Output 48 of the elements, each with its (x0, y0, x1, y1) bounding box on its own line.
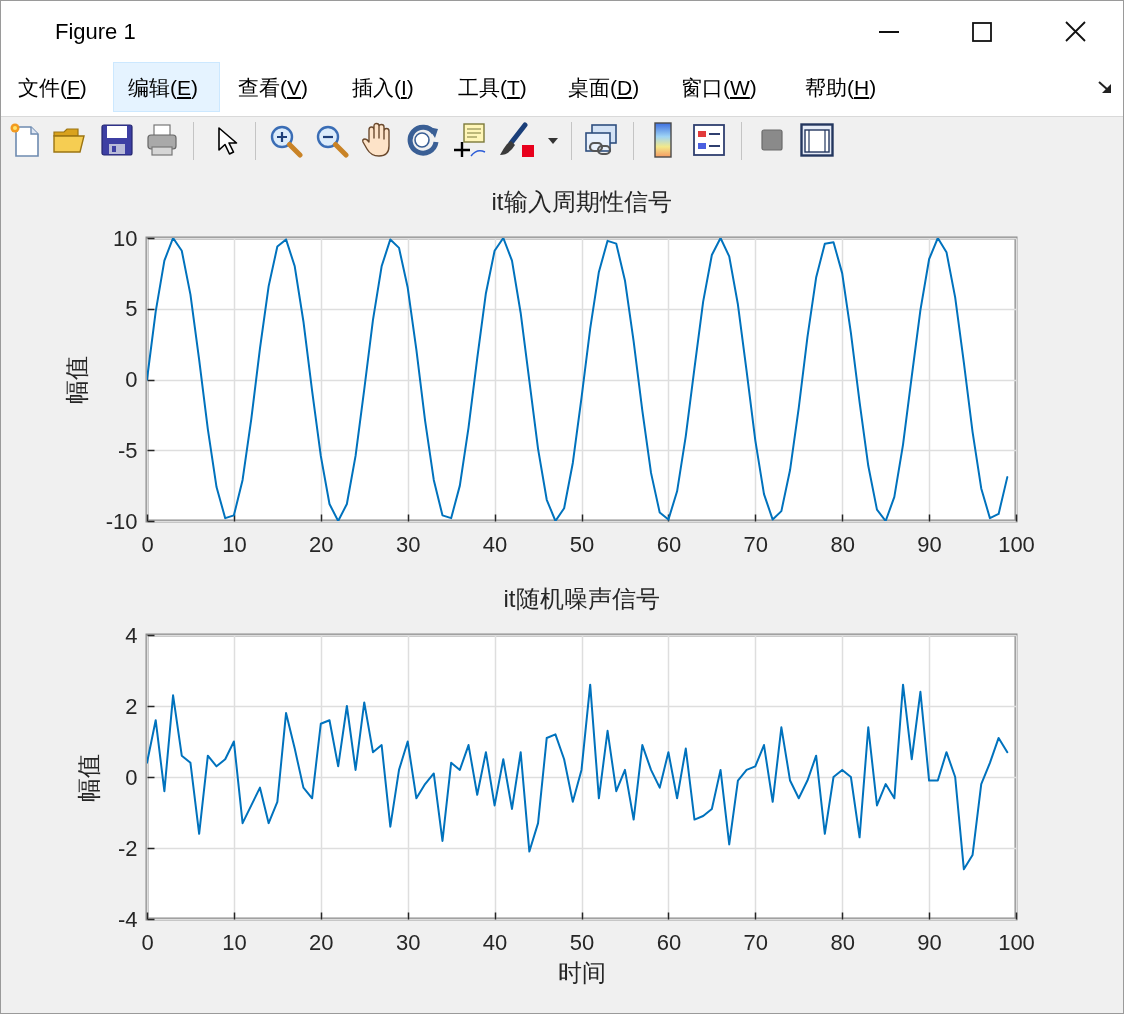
x-tick-label: 70 (743, 531, 769, 557)
x-tick-label: 10 (222, 531, 247, 557)
text: 桌面(D) (568, 76, 640, 100)
x-tick-label: 0 (141, 929, 154, 955)
x-axis-title: 时间 (558, 958, 606, 986)
x-tick-label: 50 (569, 929, 595, 955)
x-tick-label: 20 (309, 929, 334, 955)
x-tick-label: 20 (309, 531, 334, 557)
y-tick-label: 0 (125, 367, 138, 392)
text: 窗口(W) (681, 76, 757, 100)
chart-title: it输入周期性信号 (491, 188, 672, 215)
x-tick-label: 60 (656, 531, 682, 557)
y-tick-label: -10 (105, 508, 138, 534)
x-tick-label: 100 (998, 531, 1035, 557)
text: 查看(V) (238, 76, 309, 100)
y-tick-label: 4 (125, 622, 138, 648)
x-tick-label: 60 (656, 929, 682, 955)
x-tick-label: 0 (141, 531, 154, 557)
y-tick-label: 5 (125, 296, 138, 322)
y-axis-title: 幅值 (62, 356, 90, 404)
line-series (147, 238, 1009, 521)
text: 工具(T) (458, 76, 527, 100)
line-series (147, 683, 1009, 871)
text: 文件(F) (18, 76, 87, 100)
x-tick-label: 80 (830, 531, 855, 557)
x-tick-label: 90 (917, 531, 942, 557)
text: 编辑(E) (128, 76, 199, 100)
x-tick-label: 30 (395, 929, 421, 955)
y-tick-label: 10 (113, 225, 138, 251)
y-tick-label: 0 (125, 764, 138, 790)
y-tick-label: -4 (117, 906, 138, 932)
y-tick-label: 2 (125, 693, 138, 719)
y-tick-label: -2 (117, 835, 138, 861)
x-tick-label: 80 (830, 929, 855, 955)
text: 帮助(H) (805, 76, 877, 100)
x-tick-label: 90 (917, 929, 942, 955)
x-tick-label: 40 (482, 929, 508, 955)
chart-title: it随机噪声信号 (503, 585, 660, 612)
x-tick-label: 100 (998, 929, 1035, 955)
text: 插入(I) (352, 76, 414, 100)
x-tick-label: 70 (743, 929, 769, 955)
y-axis-title: 幅值 (74, 753, 102, 802)
x-tick-label: 50 (569, 531, 595, 557)
x-tick-label: 40 (482, 531, 508, 557)
text: Figure 1 (55, 19, 136, 45)
y-tick-label: -5 (117, 437, 138, 463)
x-tick-label: 30 (395, 531, 421, 557)
x-tick-label: 10 (222, 929, 247, 955)
